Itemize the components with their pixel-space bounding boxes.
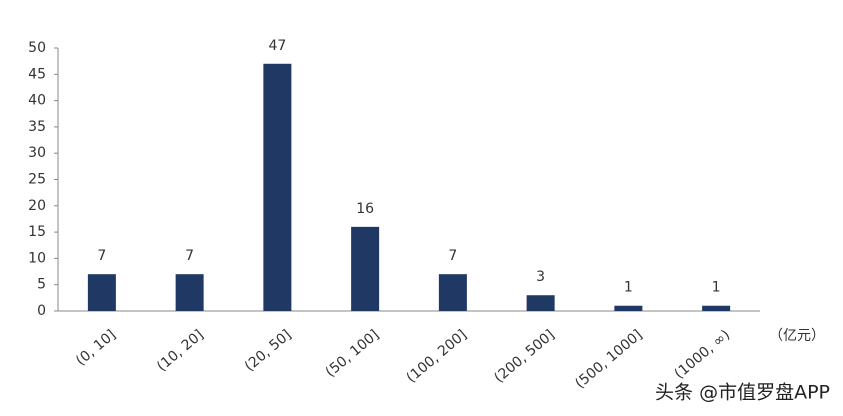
y-tick-label: 25	[28, 172, 46, 188]
x-tick-label: (200, 500]	[491, 327, 557, 386]
x-tick-label: (100, 200]	[404, 327, 470, 386]
y-tick-label: 10	[28, 250, 46, 266]
y-tick-label: 30	[28, 145, 46, 161]
x-tick-label: (10, 20]	[154, 327, 207, 375]
y-tick-label: 15	[28, 224, 46, 240]
y-tick-label: 40	[28, 93, 46, 109]
bar	[87, 274, 116, 311]
bar	[702, 305, 731, 311]
data-label: 1	[624, 280, 633, 296]
y-tick-label: 35	[28, 119, 46, 135]
data-label: 16	[356, 201, 374, 217]
y-tick-label: 5	[37, 277, 46, 293]
x-tick-label: (0, 10]	[73, 327, 119, 369]
data-label: 7	[97, 248, 106, 264]
data-label: 7	[448, 248, 457, 264]
bar	[351, 226, 380, 311]
bar	[614, 305, 643, 311]
data-label: 47	[268, 38, 286, 54]
bar	[175, 274, 204, 311]
data-label: 7	[185, 248, 194, 264]
y-tick-label: 20	[28, 198, 46, 214]
data-label: 1	[712, 280, 721, 296]
x-tick-label: (50, 100]	[323, 327, 383, 381]
x-tick-label: (20, 50]	[242, 327, 295, 375]
bar	[263, 63, 292, 311]
x-axis-unit: （亿元）	[769, 328, 825, 344]
y-tick-label: 45	[28, 66, 46, 82]
y-tick-label: 50	[28, 40, 46, 56]
y-tick-label: 0	[37, 303, 46, 319]
watermark: 头条 @市值罗盘APP	[655, 382, 830, 404]
bar	[526, 295, 555, 311]
data-label: 3	[536, 269, 545, 285]
bar	[438, 274, 467, 311]
x-tick-label: (1000, ∞)	[672, 327, 734, 382]
x-tick-label: (500, 1000]	[572, 327, 645, 392]
